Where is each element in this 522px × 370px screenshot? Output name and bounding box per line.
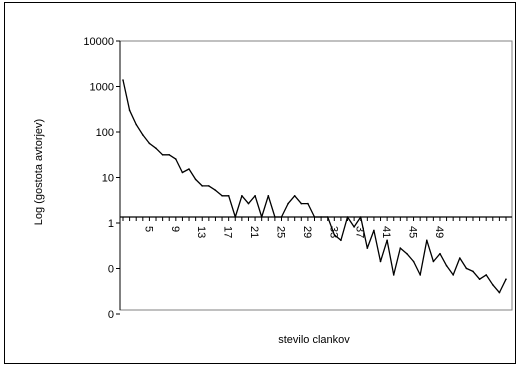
x-tick-label: 13: [195, 226, 207, 238]
data-point: [247, 202, 250, 205]
plot-area: [119, 40, 513, 311]
x-tick-label: 17: [222, 226, 234, 238]
data-point: [492, 284, 494, 286]
data-point: [373, 229, 375, 232]
data-point: [366, 247, 369, 249]
data-point: [128, 109, 131, 112]
data-point: [227, 195, 230, 197]
data-point: [300, 202, 303, 205]
chart-frame: [4, 2, 516, 364]
x-tick-label: 37: [354, 226, 366, 238]
data-point: [353, 226, 355, 228]
data-point: [379, 260, 382, 263]
x-tick-label: 25: [274, 226, 286, 238]
y-tick-label: 0: [108, 309, 114, 321]
x-tick-label: 9: [169, 226, 181, 232]
data-point: [386, 239, 388, 242]
data-point: [465, 267, 468, 270]
data-point: [478, 278, 481, 281]
data-point: [181, 171, 184, 174]
data-point: [135, 123, 137, 126]
data-point: [399, 247, 402, 249]
x-axis-title: stevilo clankov: [278, 334, 350, 346]
data-point: [498, 291, 501, 294]
y-tick-label: 0: [108, 264, 114, 276]
data-point: [254, 195, 256, 197]
data-point: [485, 274, 488, 276]
data-point: [432, 260, 435, 263]
x-tick-label: 29: [301, 226, 313, 238]
x-tick-label: 5: [142, 226, 154, 232]
data-point: [168, 154, 170, 156]
y-tick-label: 10000: [83, 36, 114, 48]
data-point: [221, 195, 223, 197]
x-tick-label: 21: [248, 226, 260, 238]
data-point: [452, 274, 455, 276]
data-point: [287, 202, 289, 205]
data-point: [122, 79, 124, 81]
data-point: [445, 265, 448, 267]
data-point: [214, 189, 217, 191]
x-axis-ticks: 5 9 13 17 21 25 29 33 37 41 45 49: [122, 217, 507, 238]
data-point: [241, 195, 243, 197]
data-point: [307, 202, 309, 205]
data-point: [142, 134, 144, 136]
plot-border: [119, 40, 513, 311]
data-point: [267, 195, 270, 197]
data-point: [340, 239, 342, 242]
data-point: [392, 274, 395, 276]
data-point: [188, 168, 190, 170]
data-point: [412, 260, 415, 263]
y-tick-label: 100: [96, 127, 114, 139]
data-point: [161, 154, 164, 156]
data-point: [419, 274, 422, 276]
data-point: [155, 147, 157, 150]
data-point: [175, 158, 177, 160]
y-tick-label: 10: [102, 173, 114, 185]
y-tick-label: 1000: [90, 82, 114, 94]
x-tick-label: 41: [380, 226, 392, 238]
data-point: [426, 239, 428, 242]
data-point: [333, 233, 336, 236]
data-point: [293, 195, 296, 197]
data-point: [208, 185, 210, 187]
data-point: [439, 252, 441, 255]
x-tick-label: 49: [433, 226, 445, 238]
data-point: [472, 270, 474, 273]
data-point: [459, 257, 461, 259]
x-tick-label: 33: [327, 226, 339, 238]
data-point: [148, 142, 151, 145]
data-point: [406, 252, 408, 255]
y-tick-label: 1: [108, 218, 114, 230]
series-line: [122, 79, 507, 294]
x-tick-label: 45: [407, 226, 419, 238]
y-axis-title: Log (gostota avtorjev): [33, 119, 45, 225]
data-point: [505, 278, 507, 281]
data-point: [194, 178, 197, 181]
data-point: [201, 185, 203, 187]
